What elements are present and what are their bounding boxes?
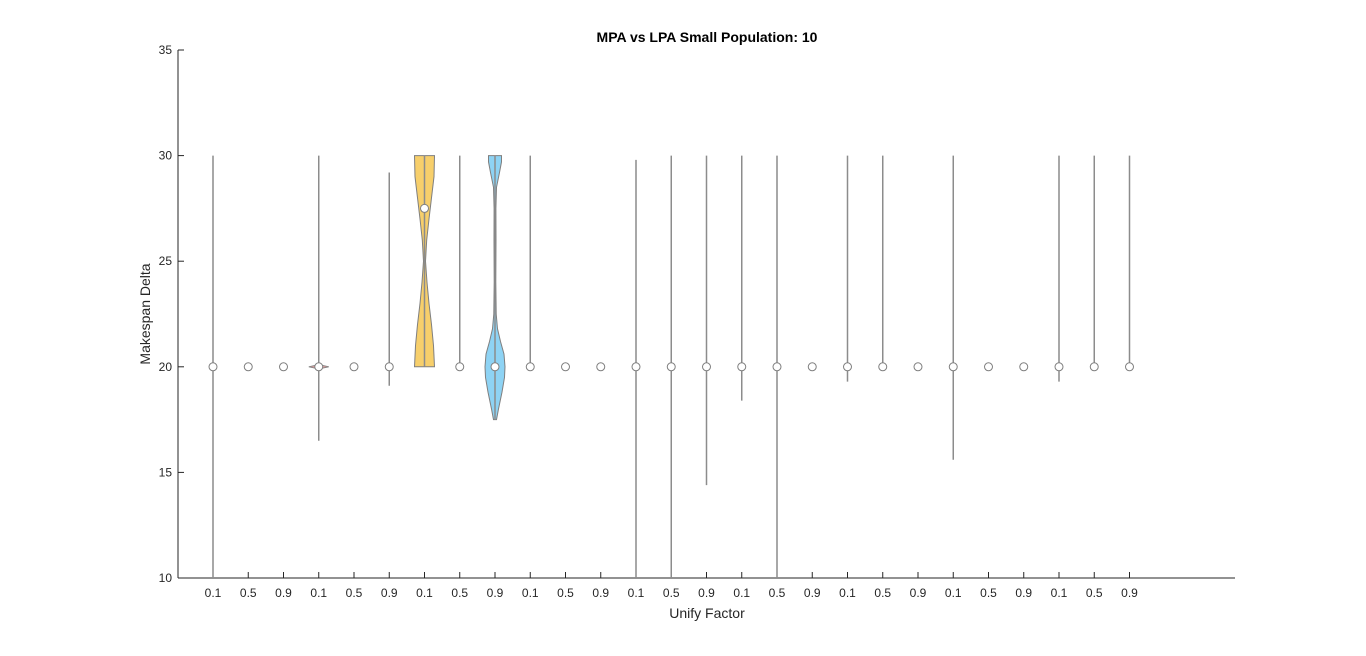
y-tick-label: 15 (159, 465, 173, 479)
x-tick-label: 0.1 (945, 586, 962, 600)
x-tick-label: 0.5 (240, 586, 257, 600)
median-marker (384, 362, 394, 372)
x-tick-label: 0.1 (1051, 586, 1068, 600)
median-marker (243, 362, 253, 372)
y-axis-ticks: 10 15 20 25 30 35 (159, 43, 184, 585)
y-tick-label: 30 (159, 149, 173, 163)
x-tick-label: 0.9 (592, 586, 609, 600)
median-marker (561, 362, 570, 372)
median-marker (843, 362, 852, 372)
median-marker (913, 362, 923, 372)
x-tick-label: 0.5 (1086, 586, 1103, 600)
x-tick-label: 0.9 (381, 586, 398, 600)
x-tick-label: 0.1 (522, 586, 539, 600)
median-marker (525, 362, 535, 372)
median-marker (702, 362, 711, 372)
median-marker (984, 362, 993, 372)
x-tick-label: 0.1 (205, 586, 222, 600)
median-marker (420, 203, 429, 213)
median-marker (279, 362, 288, 372)
x-tick-label: 0.5 (769, 586, 786, 600)
median-marker (1089, 362, 1099, 372)
x-tick-label: 0.1 (310, 586, 327, 600)
median-marker (631, 362, 641, 372)
x-tick-label: 0.9 (910, 586, 927, 600)
x-axis-ticks: 0.1 0.5 0.9 0.1 0.5 0.9 0.1 0.5 0.9 0.1 0.5 0.9 0.1 0… (205, 572, 1138, 600)
x-tick-label: 0.9 (275, 586, 292, 600)
x-tick-label: 0.9 (698, 586, 715, 600)
y-tick-label: 20 (159, 360, 173, 374)
x-tick-label: 0.9 (1015, 586, 1032, 600)
median-marker (737, 362, 747, 372)
median-marker (666, 362, 676, 372)
x-tick-label: 0.9 (487, 586, 504, 600)
x-tick-label: 0.5 (346, 586, 363, 600)
chart-title: MPA vs LPA Small Population: 10 (597, 29, 818, 45)
median-marker (490, 362, 500, 372)
x-tick-label: 0.5 (980, 586, 997, 600)
median-marker (948, 362, 958, 372)
median-marker (878, 362, 888, 372)
median-marker (596, 362, 606, 372)
y-tick-label: 35 (159, 43, 173, 57)
x-tick-label: 0.5 (874, 586, 891, 600)
y-axis-title: Makespan Delta (137, 263, 153, 364)
y-tick-label: 10 (159, 571, 173, 585)
median-marker (1054, 362, 1064, 372)
median-marker (208, 362, 218, 372)
y-tick-label: 25 (159, 254, 173, 268)
x-tick-label: 0.1 (628, 586, 645, 600)
x-tick-label: 0.9 (804, 586, 821, 600)
median-marker (807, 362, 817, 372)
median-marker (1125, 362, 1134, 372)
median-marker (772, 362, 782, 372)
median-marker (349, 362, 359, 372)
x-tick-label: 0.5 (663, 586, 680, 600)
x-tick-label: 0.9 (1121, 586, 1138, 600)
x-tick-label: 0.1 (416, 586, 433, 600)
median-marker (314, 362, 324, 372)
x-tick-label: 0.1 (839, 586, 856, 600)
x-tick-label: 0.1 (733, 586, 750, 600)
x-tick-label: 0.5 (557, 586, 574, 600)
x-tick-label: 0.5 (451, 586, 468, 600)
median-markers (208, 203, 1134, 372)
x-axis-title: Unify Factor (669, 605, 745, 621)
median-marker (455, 362, 465, 372)
median-marker (1019, 362, 1029, 372)
